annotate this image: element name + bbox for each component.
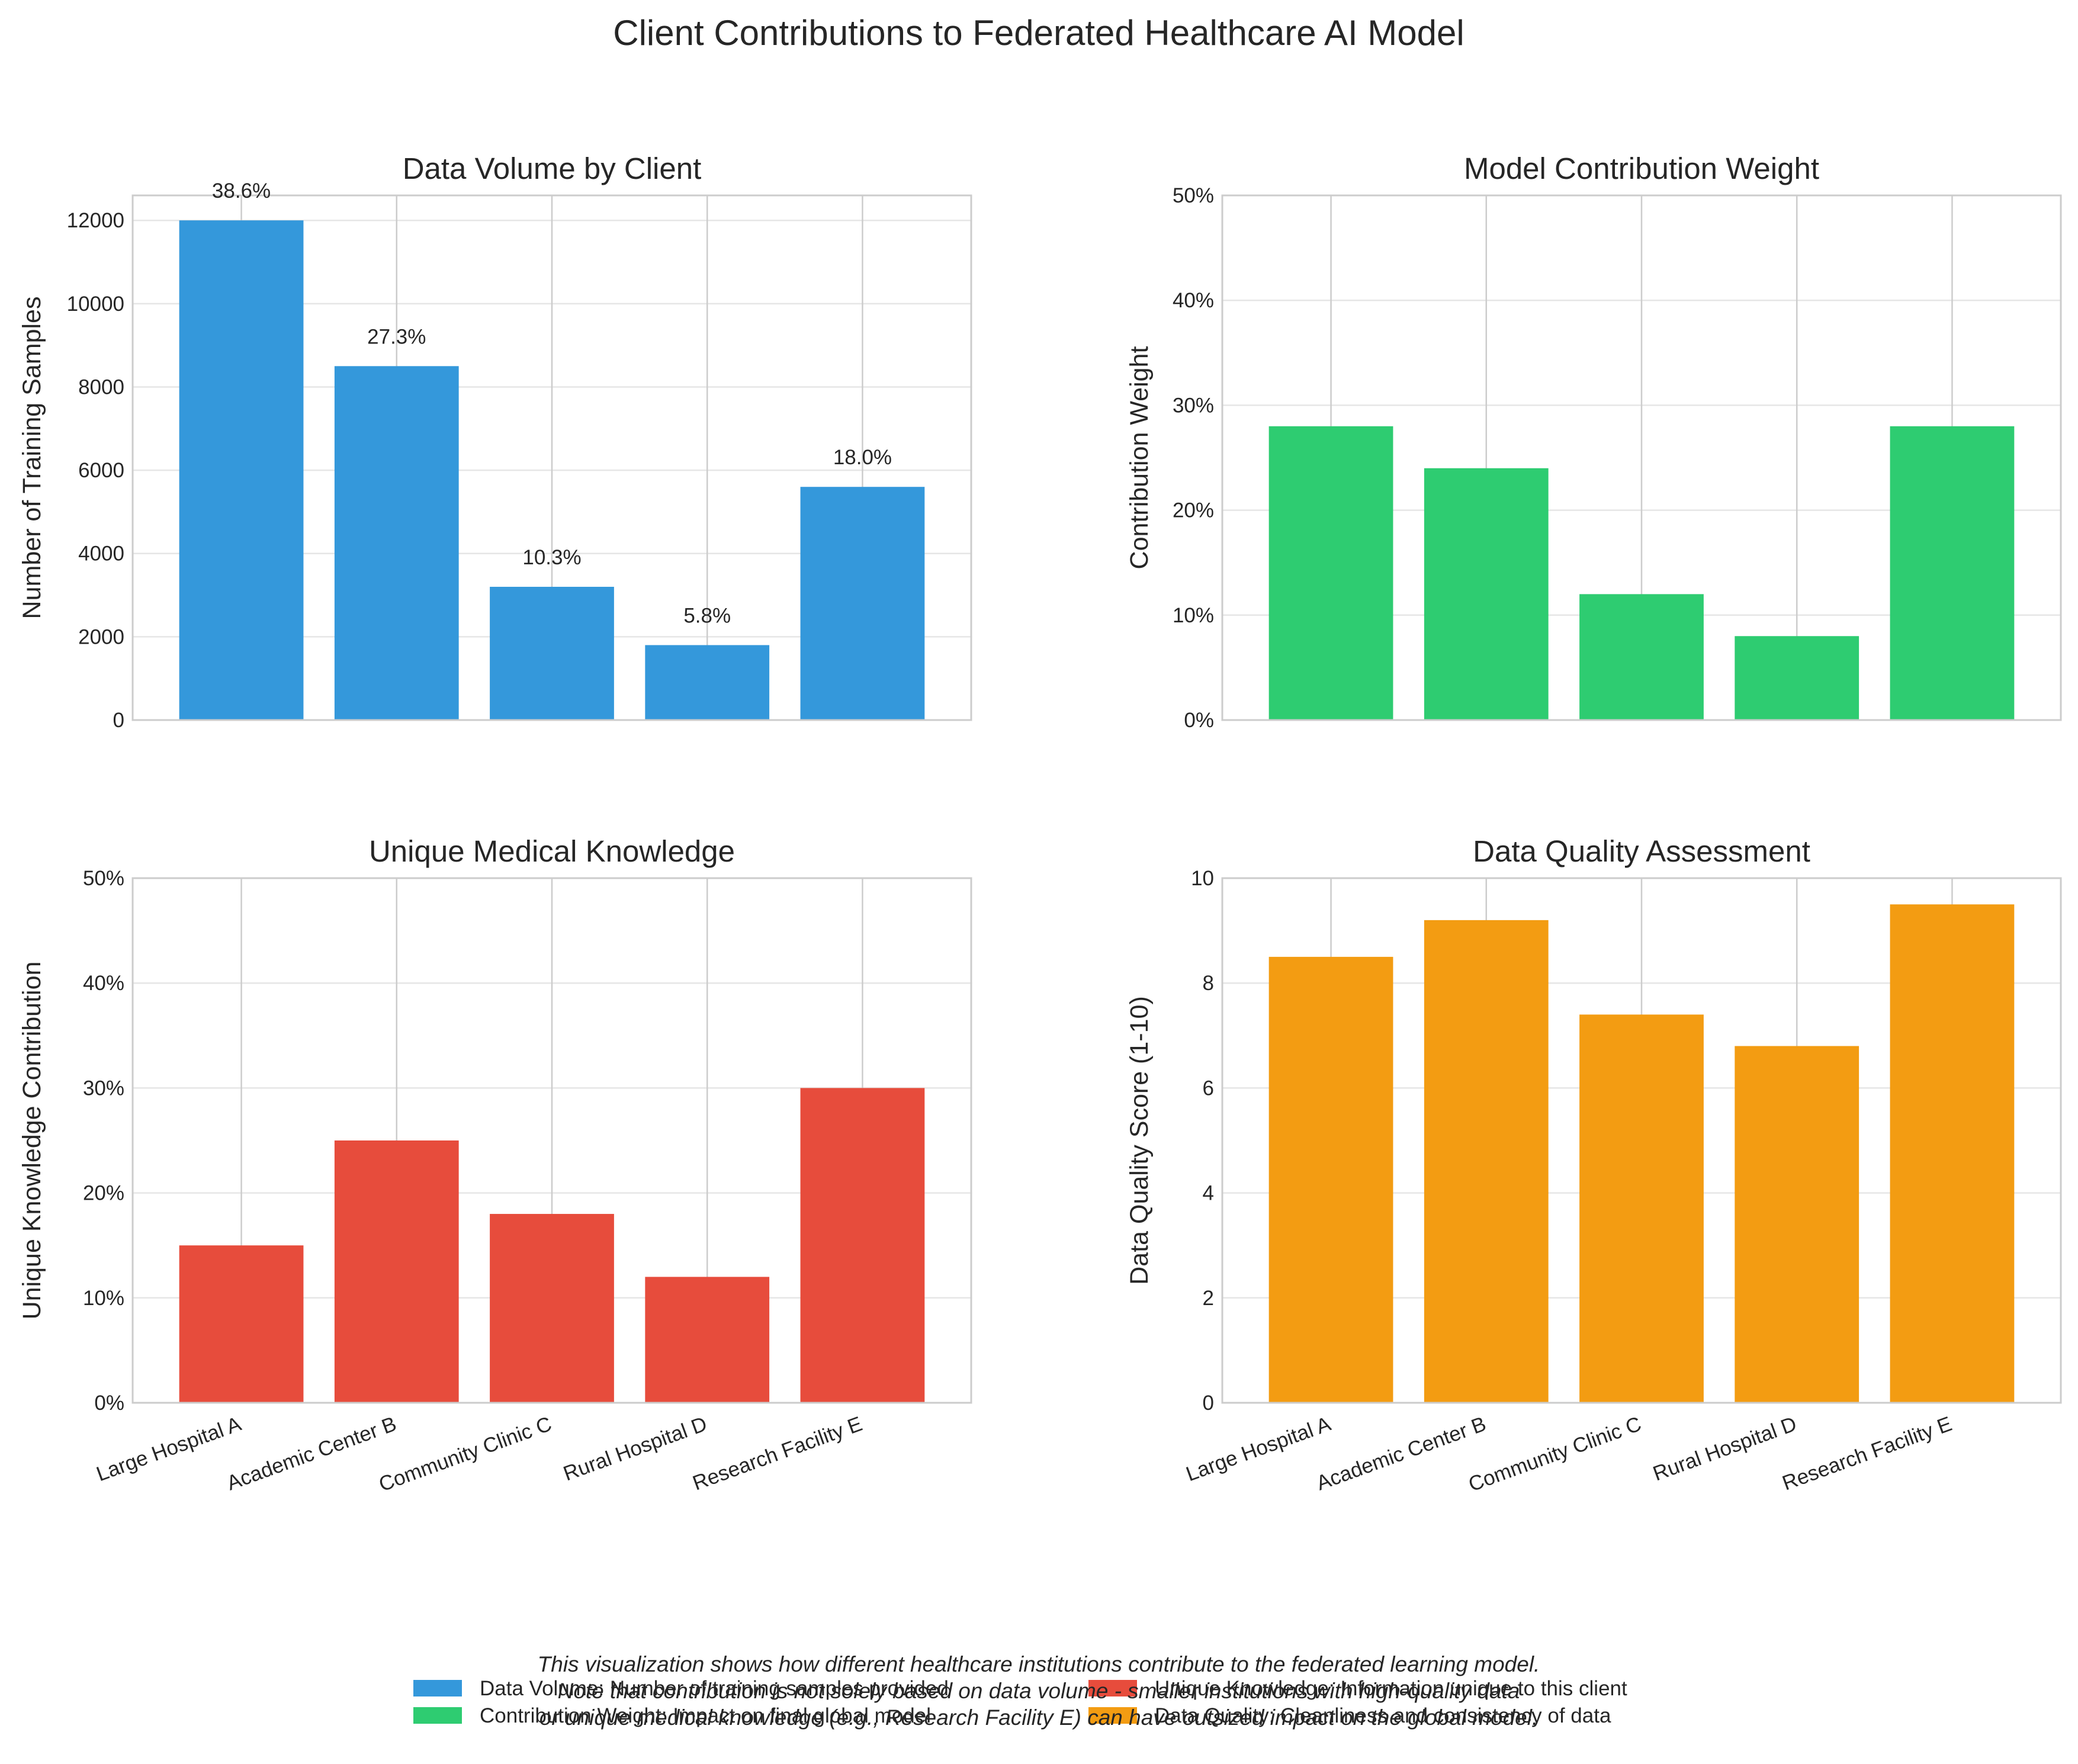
x-tick-label: Rural Hospital D (560, 1412, 710, 1486)
bar-2 (334, 366, 459, 720)
y-tick-label: 40% (1173, 289, 1214, 312)
chart-panel-1: 0 2000 4000 6000 8000 10000 12000 38.6% 27.3% 10.… (18, 152, 972, 732)
y-tick-label: 4000 (78, 542, 124, 565)
bar-1 (1268, 956, 1393, 1403)
y-tick-label: 0 (113, 709, 124, 732)
subplot-title: Unique Medical Knowledge (369, 834, 735, 868)
y-tick-label: 20% (1173, 499, 1214, 522)
x-tick-label: Community Clinic C (376, 1412, 555, 1496)
bar-4 (645, 645, 770, 720)
chart-panel-2: 0% 10% 20% 30% 40% 50% Model Contribution Weig… (1125, 152, 2062, 732)
legend-label-2: Contribution Weight: Impact on final glo… (480, 1704, 931, 1727)
x-tick-label: Research Facility E (690, 1412, 866, 1495)
note-line-2: Note that contribution is not solely bas… (558, 1679, 1520, 1703)
x-tick-label: Academic Center B (224, 1412, 400, 1495)
y-tick-label: 2 (1203, 1287, 1214, 1310)
subplot-title: Data Volume by Client (403, 152, 702, 185)
y-tick-label: 8 (1203, 972, 1214, 995)
legend-label-3: Unique Knowledge: Information unique to … (1155, 1677, 1627, 1700)
data-label: 27.3% (367, 325, 426, 348)
x-tick-label: Academic Center B (1313, 1412, 1489, 1495)
note-line-1: This visualization shows how different h… (538, 1652, 1540, 1676)
bar-2 (334, 1140, 459, 1403)
y-tick-label: 2000 (78, 625, 124, 648)
bar-5 (1890, 904, 2015, 1403)
x-tick-label: Research Facility E (1780, 1412, 1955, 1495)
legend-swatch-3 (1088, 1680, 1137, 1696)
data-label: 10.3% (522, 546, 581, 569)
subplot-title: Data Quality Assessment (1473, 834, 1810, 868)
bar-5 (1890, 426, 2015, 720)
x-tick-label: Community Clinic C (1466, 1412, 1645, 1496)
y-axis-label: Data Quality Score (1-10) (1125, 996, 1154, 1285)
axes-frame (131, 877, 972, 1404)
y-tick-label: 10 (1191, 867, 1214, 890)
legend-swatch-1 (413, 1680, 462, 1696)
bar-3 (490, 586, 614, 720)
y-axis-label: Number of Training Samples (18, 297, 46, 619)
legend-swatch-2 (413, 1707, 462, 1724)
bar-1 (1268, 426, 1393, 720)
y-tick-label: 30% (83, 1077, 124, 1100)
bar-3 (1579, 1014, 1704, 1403)
legend: Data Volume: Number of training samples … (413, 1677, 1627, 1727)
bar-2 (1424, 468, 1549, 720)
bar-3 (1579, 594, 1704, 720)
y-tick-label: 20% (83, 1182, 124, 1205)
y-tick-label: 12000 (67, 209, 124, 232)
chart-panels: 0 2000 4000 6000 8000 10000 12000 38.6% 27.3% 10.… (18, 152, 2062, 1496)
y-tick-label: 8000 (78, 375, 124, 399)
y-tick-label: 40% (83, 972, 124, 995)
chart-panel-3: 0% 10% 20% 30% 40% 50% Large Hospital AAcademi… (18, 834, 972, 1496)
y-tick-label: 4 (1203, 1182, 1214, 1205)
x-tick-label: Large Hospital A (1183, 1412, 1334, 1486)
y-tick-label: 50% (83, 867, 124, 890)
y-tick-label: 0% (94, 1392, 124, 1415)
y-tick-label: 10% (83, 1287, 124, 1310)
y-tick-label: 6000 (78, 459, 124, 482)
y-tick-label: 50% (1173, 184, 1214, 207)
y-tick-label: 30% (1173, 394, 1214, 417)
note-line-3: or unique medical knowledge (e.g., Resea… (539, 1705, 1538, 1730)
y-axis-label: Unique Knowledge Contribution (18, 962, 46, 1320)
bar-2 (1424, 920, 1549, 1403)
x-tick-label: Large Hospital A (94, 1412, 245, 1486)
y-tick-label: 10000 (67, 293, 124, 316)
data-label: 18.0% (833, 446, 892, 469)
legend-label-1: Data Volume: Number of training samples … (480, 1677, 949, 1700)
bar-4 (1735, 636, 1859, 720)
y-axis-label: Contribution Weight (1125, 346, 1154, 570)
y-tick-label: 10% (1173, 604, 1214, 627)
data-label: 5.8% (683, 604, 731, 627)
bar-5 (800, 1088, 925, 1403)
bar-5 (800, 487, 925, 720)
y-tick-label: 6 (1203, 1077, 1214, 1100)
axes-frame (1221, 877, 2062, 1404)
axes-frame (131, 194, 972, 721)
footnote: This visualization shows how different h… (538, 1652, 1540, 1730)
y-tick-label: 0 (1203, 1392, 1214, 1415)
x-tick-label: Rural Hospital D (1650, 1412, 1800, 1486)
bar-4 (645, 1277, 770, 1403)
bar-1 (179, 1245, 304, 1403)
bar-1 (179, 220, 304, 720)
data-label: 38.6% (212, 179, 271, 203)
subplot-title: Model Contribution Weight (1464, 152, 1819, 185)
legend-swatch-4 (1088, 1707, 1137, 1724)
figure-title: Client Contributions to Federated Health… (613, 13, 1464, 53)
bar-4 (1735, 1046, 1859, 1403)
bar-3 (490, 1214, 614, 1403)
legend-label-4: Data Quality: Cleanliness and consistenc… (1155, 1704, 1611, 1727)
axes-frame (1221, 194, 2062, 721)
y-tick-label: 0% (1184, 709, 1214, 732)
